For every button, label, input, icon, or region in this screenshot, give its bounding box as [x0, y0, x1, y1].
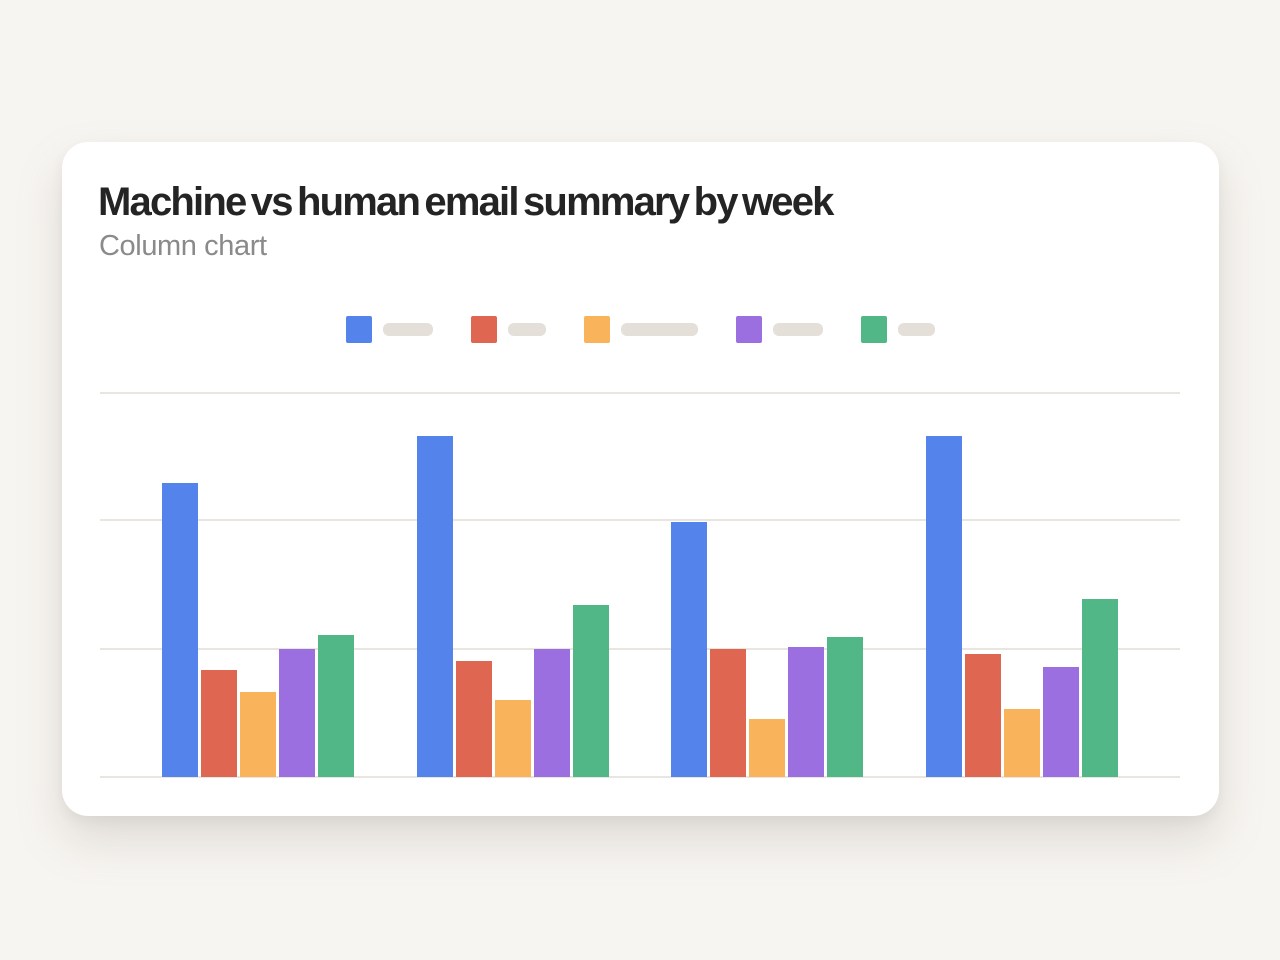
bar-series-2-group-2: [455, 661, 492, 777]
bar-series-2-group-1: [201, 670, 238, 777]
gridline-10: [100, 648, 1180, 650]
legend-label-placeholder-2: [508, 323, 546, 336]
bar-group-3: [671, 522, 864, 777]
bar-series-1-group-3: [671, 522, 708, 777]
legend-swatch-3: [584, 316, 610, 343]
chart-legend: [62, 316, 1219, 343]
bar-group-1: [162, 483, 355, 777]
bar-series-3-group-4: [1003, 709, 1040, 777]
legend-swatch-2: [471, 316, 497, 343]
bar-group-4: [925, 436, 1118, 777]
bar-group-2: [416, 436, 609, 777]
bar-series-2-group-3: [710, 649, 747, 777]
gridline-0: [100, 776, 1180, 778]
legend-label-placeholder-3: [621, 323, 698, 336]
bar-series-5-group-2: [572, 605, 609, 777]
legend-item-1: [346, 316, 433, 343]
bar-series-3-group-2: [494, 700, 531, 777]
legend-label-placeholder-5: [898, 323, 935, 336]
bar-series-1-group-1: [162, 483, 199, 777]
bar-series-4-group-3: [788, 647, 825, 777]
bar-series-4-group-4: [1042, 667, 1079, 777]
bar-series-3-group-1: [240, 692, 277, 777]
chart-plot-area: [100, 392, 1180, 778]
legend-swatch-4: [736, 316, 762, 343]
legend-swatch-5: [861, 316, 887, 343]
bar-series-4-group-1: [279, 649, 316, 777]
legend-item-2: [471, 316, 546, 343]
legend-label-placeholder-1: [383, 323, 433, 336]
bar-series-5-group-4: [1081, 599, 1118, 777]
legend-label-placeholder-4: [773, 323, 823, 336]
bar-series-3-group-3: [749, 719, 786, 777]
bar-series-2-group-4: [964, 654, 1001, 777]
chart-title: Machine vs human email summary by week: [98, 180, 834, 224]
bar-series-5-group-3: [827, 637, 864, 777]
bar-series-4-group-2: [533, 649, 570, 777]
bar-series-1-group-4: [925, 436, 962, 777]
gridline-30: [100, 392, 1180, 394]
chart-card: Machine vs human email summary by week C…: [62, 142, 1219, 816]
legend-item-5: [861, 316, 935, 343]
legend-item-4: [736, 316, 823, 343]
legend-item-3: [584, 316, 698, 343]
legend-swatch-1: [346, 316, 372, 343]
chart-subtitle: Column chart: [99, 230, 267, 262]
gridline-20: [100, 519, 1180, 521]
bars-layer: [100, 392, 1180, 777]
bar-series-5-group-1: [318, 635, 355, 777]
bar-series-1-group-2: [416, 436, 453, 777]
